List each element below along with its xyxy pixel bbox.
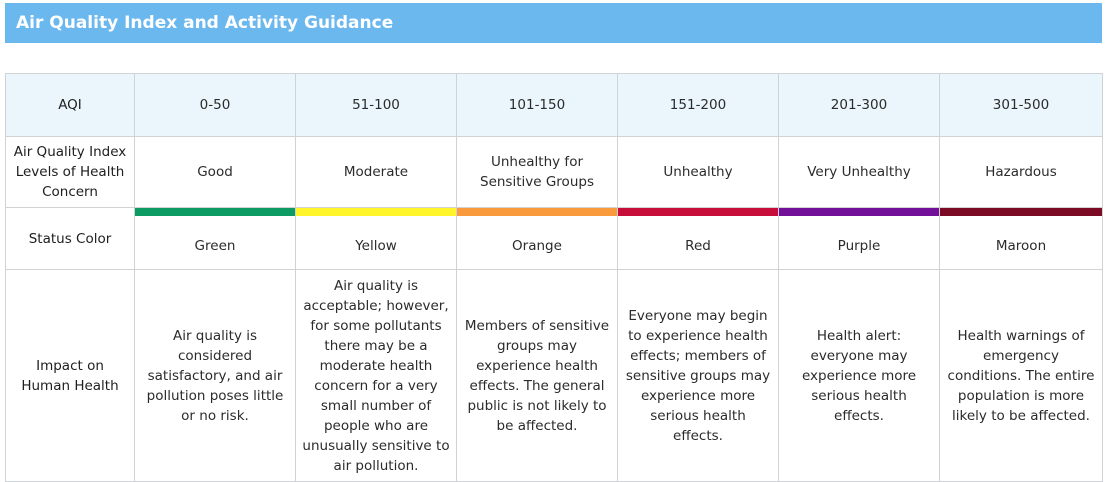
level-hazardous: Hazardous bbox=[939, 136, 1103, 208]
aqi-range-moderate: 51-100 bbox=[295, 73, 457, 137]
aqi-range-usg: 101-150 bbox=[456, 73, 618, 137]
aqi-range-unhealthy: 151-200 bbox=[617, 73, 779, 137]
impact-unhealthy: Everyone may begin to experience health … bbox=[617, 269, 779, 482]
status-cell-good: Green bbox=[134, 207, 296, 270]
status-color-name: Yellow bbox=[355, 237, 397, 254]
status-color-row: Status Color Green Yellow Orange Red Pur… bbox=[5, 207, 1103, 270]
color-swatch-green bbox=[135, 208, 295, 216]
page-title: Air Quality Index and Activity Guidance bbox=[5, 3, 1102, 43]
level-moderate: Moderate bbox=[295, 136, 457, 208]
status-color-name: Red bbox=[685, 237, 711, 254]
status-color-name: Green bbox=[194, 237, 236, 254]
impact-usg: Members of sensitive groups may experien… bbox=[456, 269, 618, 482]
status-cell-hazardous: Maroon bbox=[939, 207, 1103, 270]
aqi-range-row: AQI 0-50 51-100 101-150 151-200 201-300 … bbox=[5, 73, 1103, 137]
impact-hazardous: Health warnings of emergency conditions.… bbox=[939, 269, 1103, 482]
impact-good: Air quality is considered satisfactory, … bbox=[134, 269, 296, 482]
row-label-status-color: Status Color bbox=[5, 207, 135, 270]
impact-very-unhealthy: Health alert: everyone may experience mo… bbox=[778, 269, 940, 482]
status-color-name: Maroon bbox=[995, 237, 1047, 254]
level-good: Good bbox=[134, 136, 296, 208]
level-very-unhealthy: Very Unhealthy bbox=[778, 136, 940, 208]
health-concern-row: Air Quality Index Levels of Health Conce… bbox=[5, 136, 1103, 208]
aqi-range-good: 0-50 bbox=[134, 73, 296, 137]
color-swatch-orange bbox=[457, 208, 617, 216]
row-label-aqi: AQI bbox=[5, 73, 135, 137]
aqi-range-very-unhealthy: 201-300 bbox=[778, 73, 940, 137]
impact-moderate: Air quality is acceptable; however, for … bbox=[295, 269, 457, 482]
status-color-name: Orange bbox=[512, 237, 562, 254]
status-cell-unhealthy: Red bbox=[617, 207, 779, 270]
aqi-table: AQI 0-50 51-100 101-150 151-200 201-300 … bbox=[5, 73, 1103, 482]
level-usg: Unhealthy for Sensitive Groups bbox=[456, 136, 618, 208]
color-swatch-red bbox=[618, 208, 778, 216]
color-swatch-yellow bbox=[296, 208, 456, 216]
status-cell-usg: Orange bbox=[456, 207, 618, 270]
status-cell-moderate: Yellow bbox=[295, 207, 457, 270]
color-swatch-maroon bbox=[940, 208, 1102, 216]
level-unhealthy: Unhealthy bbox=[617, 136, 779, 208]
health-impact-row: Impact on Human Health Air quality is co… bbox=[5, 269, 1103, 482]
color-swatch-purple bbox=[779, 208, 939, 216]
row-label-levels: Air Quality Index Levels of Health Conce… bbox=[5, 136, 135, 208]
status-color-name: Purple bbox=[837, 237, 881, 254]
aqi-range-hazardous: 301-500 bbox=[939, 73, 1103, 137]
status-cell-very-unhealthy: Purple bbox=[778, 207, 940, 270]
row-label-impact: Impact on Human Health bbox=[5, 269, 135, 482]
